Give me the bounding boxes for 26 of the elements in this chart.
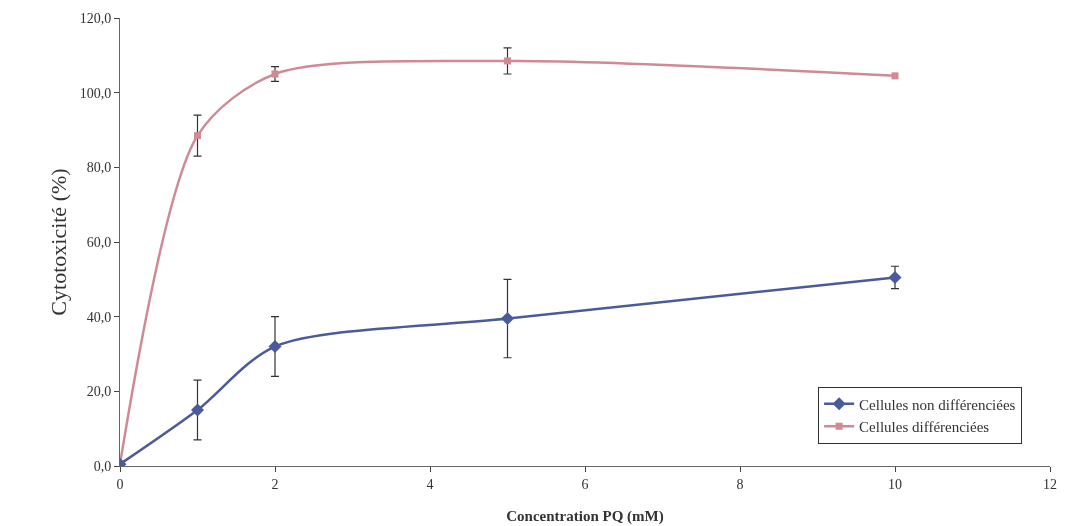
point — [191, 403, 204, 417]
legend-label: Cellules non différenciées — [859, 396, 1016, 413]
point — [504, 57, 511, 65]
point — [268, 340, 282, 354]
point — [888, 270, 902, 284]
y-axis-title: Cytotoxicité (%) — [46, 168, 71, 316]
y-tick-label: 100,0 — [79, 85, 112, 101]
y-tick-label: 20,0 — [86, 384, 112, 400]
legend-label: Cellules différenciées — [859, 419, 990, 436]
x-tick-label: 2 — [271, 476, 279, 492]
y-tick-label: 40,0 — [86, 309, 112, 325]
x-tick-label: 8 — [736, 476, 744, 492]
x-tick-label: 0 — [116, 476, 124, 492]
x-tick-label: 4 — [426, 476, 434, 492]
point — [501, 312, 514, 326]
y-tick-label: 80,0 — [86, 160, 112, 176]
y-tick-label: 60,0 — [86, 234, 112, 250]
point — [194, 132, 201, 140]
point — [271, 70, 279, 78]
y-tick-label: 0,0 — [93, 458, 112, 474]
point — [891, 72, 899, 80]
x-tick-label: 10 — [888, 476, 902, 492]
x-axis-title: Concentration PQ (mM) — [506, 508, 664, 525]
x-tick-label: 6 — [581, 476, 589, 492]
y-tick-label: 120,0 — [79, 10, 112, 26]
x-tick-label: 12 — [1043, 476, 1057, 492]
